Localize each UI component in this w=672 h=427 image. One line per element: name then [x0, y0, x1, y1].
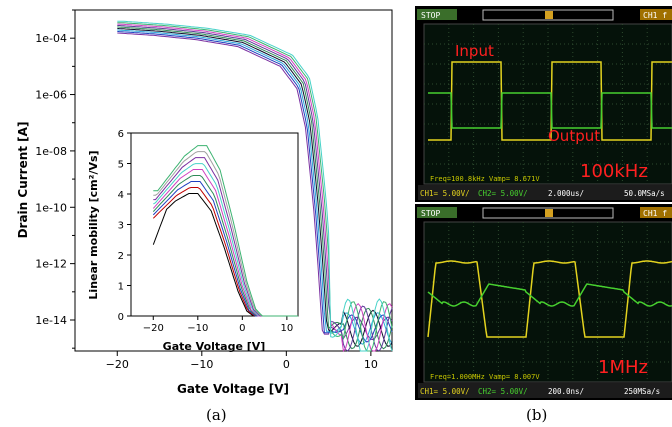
- scope-frequency-label: 100kHz: [580, 161, 648, 182]
- inset-x-tick-label: −20: [143, 323, 164, 334]
- x-tick-label: −10: [190, 358, 213, 371]
- scope-timebase: 2.000us/: [548, 189, 584, 198]
- inset-x-tick-label: 10: [280, 323, 293, 334]
- caption-a: (a): [206, 406, 227, 424]
- scope-timebase: 200.0ns/: [548, 387, 584, 396]
- scope-channel-box: [640, 9, 672, 20]
- scope-status: STOP: [421, 209, 440, 218]
- transfer-series-line: [117, 27, 393, 347]
- transfer-x-label: Gate Voltage [V]: [177, 382, 289, 396]
- scope-trigger-marker: [545, 209, 553, 217]
- inset-x-tick-label: −10: [187, 323, 208, 334]
- scope-readout: Freq=100.8kHz Vamp= 8.671V: [430, 175, 540, 183]
- scope-frequency-label: 1MHz: [598, 357, 648, 378]
- y-tick-label: 1e-06: [35, 89, 67, 102]
- y-tick-label: 1e-08: [35, 145, 67, 158]
- transfer-series-line: [117, 26, 393, 350]
- scope-trigger-marker: [545, 11, 553, 19]
- scope-ch2-trace: [428, 92, 672, 129]
- scope-status-box: [417, 9, 457, 20]
- transfer-chart: −20 −10 0 101e-041e-061e-081e-101e-121e-14 …: [16, 9, 393, 396]
- scope-ch2-scale: CH2= 5.00V/: [478, 189, 528, 198]
- scope-status-box: [417, 207, 457, 218]
- scope-ch2-scale: CH2= 5.00V/: [478, 387, 528, 396]
- transfer-series-line: [117, 29, 393, 345]
- scope-status: STOP: [421, 11, 440, 20]
- scope-grid: [424, 222, 672, 382]
- inset-x-tick-label: 0: [239, 323, 245, 334]
- scope-ch2-trace: [427, 283, 672, 307]
- scope-output-label: Output: [548, 127, 600, 145]
- y-tick-label: 1e-04: [35, 32, 67, 45]
- inset-y-tick-label: 1: [118, 282, 124, 293]
- transfer-series-line: [117, 20, 393, 352]
- x-tick-label: 0: [283, 358, 290, 371]
- scope-1mhz: STOP CH1 f 1MHz Freq=1.000MHz Vamp= 8.00…: [415, 204, 672, 400]
- inset-y-tick-label: 0: [118, 312, 124, 323]
- scope-sample-rate: 250MSa/s: [624, 387, 660, 396]
- caption-b: (b): [526, 406, 548, 424]
- scope-channel: CH1 f: [643, 209, 667, 218]
- scope-ch1-trace: [428, 61, 672, 141]
- mobility-curves: [152, 145, 298, 317]
- scope-grid: [424, 24, 672, 184]
- transfer-series-line: [117, 23, 393, 353]
- scope-memory-bar: [482, 9, 614, 21]
- scope-bottom-bar: [418, 383, 672, 398]
- scope-100khz: STOP CH1 f Input Output 100kHz Freq=100.…: [415, 6, 672, 202]
- inset-y-tick-label: 3: [118, 221, 124, 232]
- inset-y-tick-label: 2: [118, 251, 124, 262]
- mobility-series-line: [153, 145, 298, 317]
- transfer-series-line: [117, 22, 393, 352]
- scope-ch1-scale: CH1= 5.00V/: [420, 189, 470, 198]
- scope-bottom-bar: [418, 185, 672, 200]
- scope-sample-rate: 50.0MSa/s: [624, 189, 665, 198]
- mobility-y-label: Linear mobility [cm²/Vs]: [87, 150, 100, 299]
- scope-ch1-scale: CH1= 5.00V/: [420, 387, 470, 396]
- x-tick-label: −20: [106, 358, 129, 371]
- mobility-x-label: Gate Voltage [V]: [163, 340, 266, 353]
- y-tick-label: 1e-12: [35, 258, 67, 271]
- scope-readout: Freq=1.000MHz Vamp= 8.007V: [430, 373, 540, 381]
- scope-memory-bar: [482, 207, 614, 219]
- inset-y-tick-label: 5: [118, 160, 124, 171]
- mobility-plot-frame: [130, 132, 299, 317]
- mobility-inset: −20 −10 0 10 0 1 2 3 4 5 6 Gate Voltage [V] Linear…: [87, 129, 299, 353]
- mobility-axis-ticks: −20 −10 0 10 0 1 2 3 4 5 6: [118, 129, 294, 334]
- inset-y-tick-label: 4: [118, 190, 124, 201]
- scope-channel-box: [640, 207, 672, 218]
- scope-channel: CH1 f: [643, 11, 667, 20]
- transfer-series-line: [117, 25, 393, 352]
- y-tick-label: 1e-14: [35, 314, 67, 327]
- scope-input-label: Input: [455, 42, 494, 60]
- y-tick-label: 1e-10: [35, 201, 67, 214]
- x-tick-label: 10: [364, 358, 378, 371]
- transfer-y-label: Drain Current [A]: [16, 122, 30, 239]
- scope-ch1-trace: [427, 260, 672, 338]
- inset-y-tick-label: 6: [118, 129, 124, 140]
- transfer-curves: [117, 20, 393, 353]
